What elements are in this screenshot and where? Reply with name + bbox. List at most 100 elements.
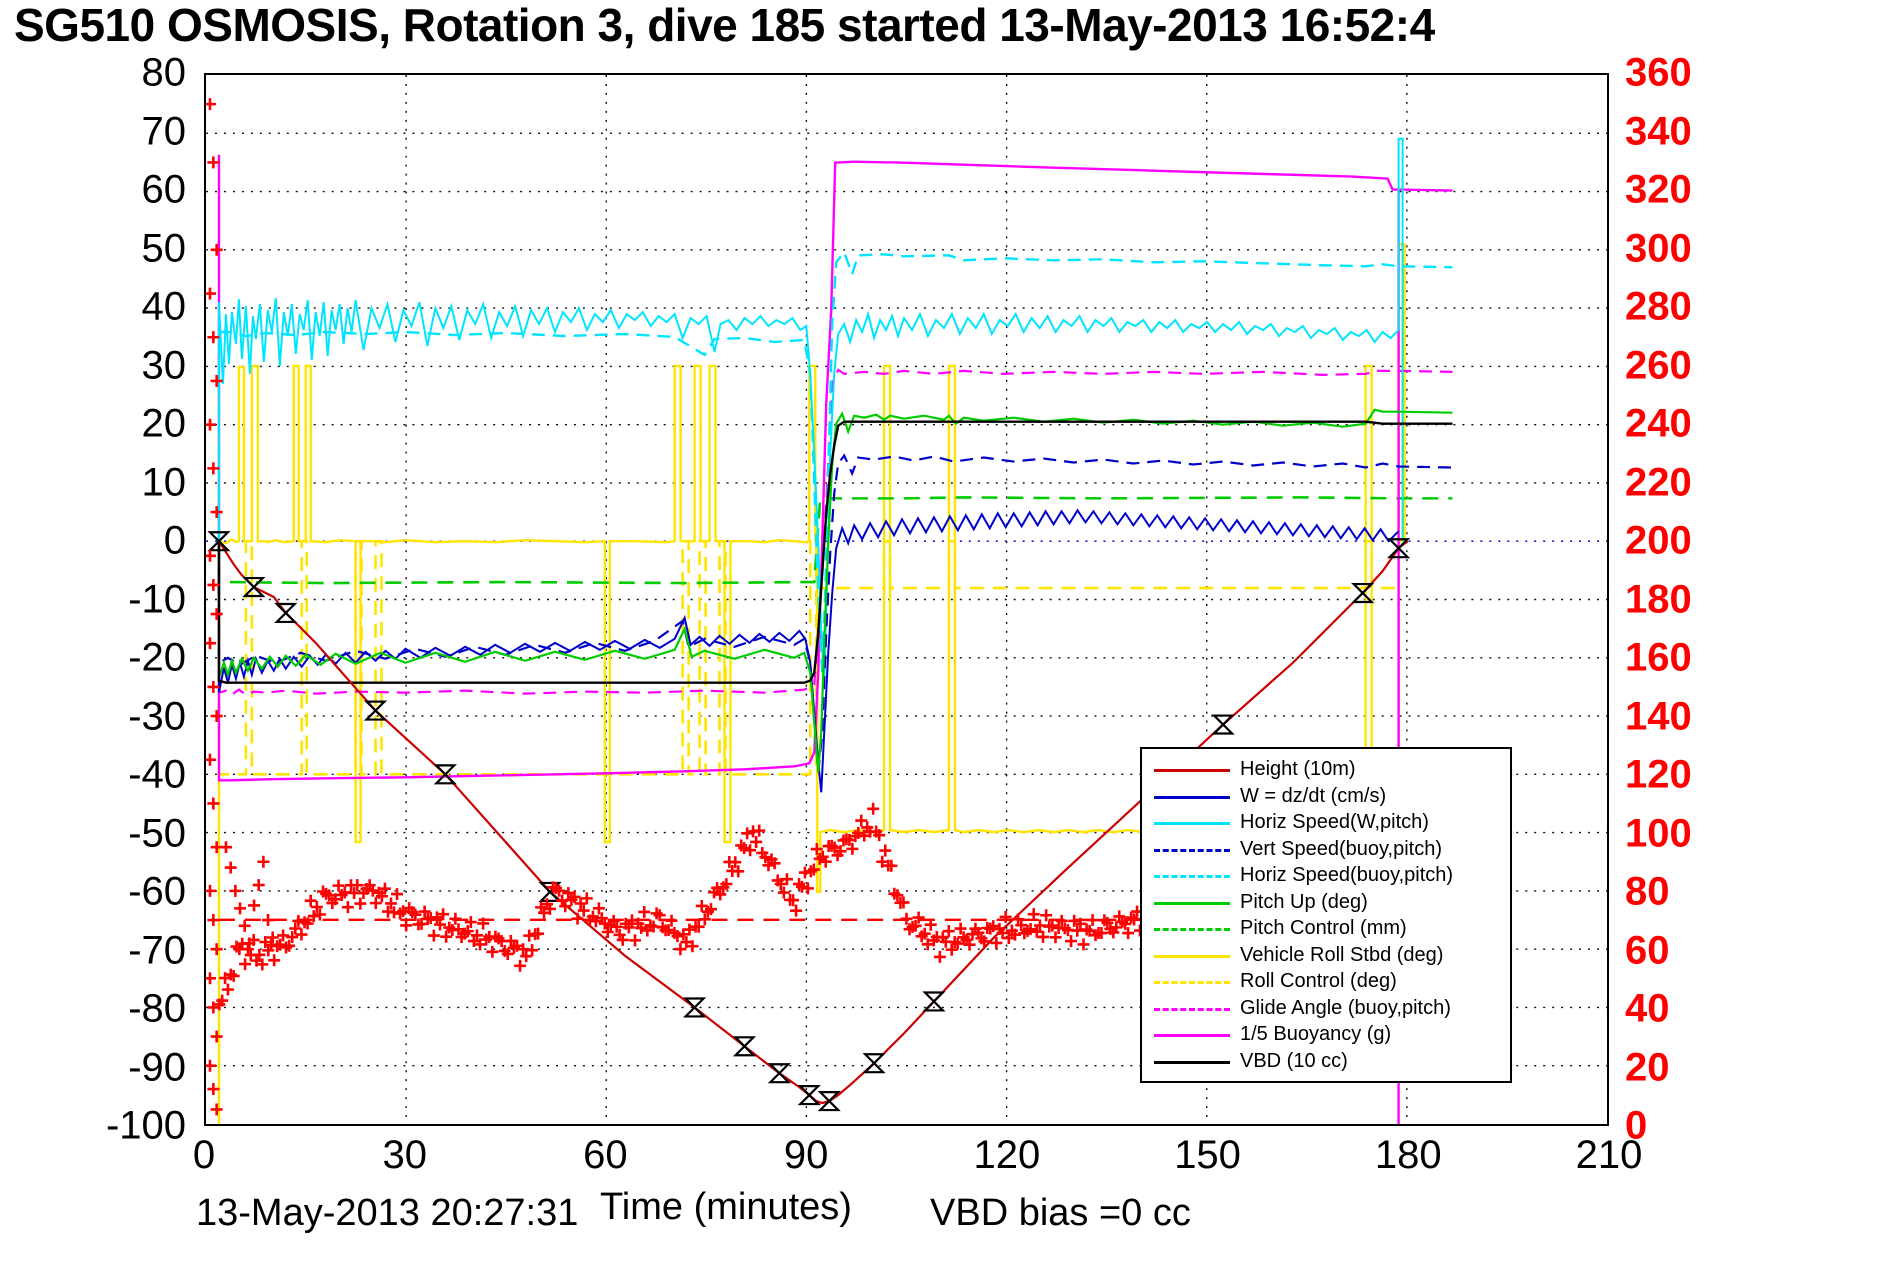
heading-point [1065, 935, 1078, 948]
heading-point [674, 943, 687, 956]
grid-layer [206, 75, 1607, 1124]
heading-point [942, 925, 955, 938]
heading-point [301, 917, 314, 930]
heading-point [220, 841, 232, 854]
heading-point [933, 950, 946, 963]
heading-point [768, 857, 781, 870]
heading-point [207, 578, 220, 591]
y-left-tick: 40 [141, 284, 187, 329]
heading-point [744, 844, 757, 857]
heading-point [1037, 930, 1050, 943]
heading-point [206, 98, 216, 111]
heading-point [714, 888, 727, 901]
heading-point [912, 911, 925, 924]
x-tick: 60 [583, 1133, 628, 1177]
heading-point [625, 914, 638, 927]
heading-point [224, 861, 237, 874]
heading-point [310, 901, 323, 913]
y-right-tick: 100 [1625, 811, 1692, 855]
y-right-tick: 260 [1625, 343, 1692, 387]
legend-item[interactable]: Vert Speed(buoy,pitch) [1142, 836, 1510, 863]
heading-point [210, 1030, 223, 1043]
heading-point [885, 859, 898, 872]
heading-point [574, 897, 587, 910]
heading-point [207, 156, 220, 169]
heading-point [978, 935, 991, 948]
legend-item[interactable]: Roll Control (deg) [1142, 968, 1510, 995]
y-left-tick: 50 [141, 226, 187, 270]
heading-point [378, 882, 391, 895]
legend-label: Vehicle Roll Stbd (deg) [1240, 943, 1444, 966]
legend-item[interactable]: Horiz Speed(W,pitch) [1142, 809, 1510, 836]
heading-point [601, 926, 614, 938]
heading-point [210, 374, 223, 387]
chart-title: SG510 OSMOSIS, Rotation 3, dive 185 star… [14, 0, 1435, 51]
legend-color-swatch [1154, 949, 1230, 961]
legend-label: Roll Control (deg) [1240, 970, 1397, 993]
heading-point [780, 873, 793, 886]
legend-item[interactable]: Horiz Speed(buoy,pitch) [1142, 862, 1510, 889]
legend-item[interactable]: VBD (10 cc) [1142, 1048, 1510, 1075]
heading-point [945, 943, 958, 956]
heading-point [207, 1001, 220, 1014]
heading-point [665, 914, 678, 927]
legend-label: Vert Speed(buoy,pitch) [1240, 837, 1442, 860]
heading-point [680, 936, 693, 949]
heading-point [289, 922, 302, 935]
heading-point [1055, 914, 1068, 927]
heading-point [206, 418, 216, 431]
heading-point [229, 884, 242, 897]
heading-point [409, 908, 422, 921]
y-left-tick: -10 [128, 577, 186, 621]
y-left-tick: -50 [128, 811, 186, 855]
footer-vbd-bias: VBD bias =0 cc [930, 1192, 1191, 1234]
heading-point [366, 884, 379, 897]
heading-point [924, 918, 937, 931]
trace-vbd [217, 420, 1453, 684]
legend-item[interactable]: W = dz/dt (cm/s) [1142, 783, 1510, 810]
y-left-tick: 20 [141, 401, 187, 446]
legend-label: Pitch Up (deg) [1240, 890, 1368, 913]
heading-point [686, 940, 699, 953]
x-tick: 30 [382, 1133, 427, 1177]
heading-point [440, 930, 453, 943]
heading-point [210, 608, 223, 621]
legend: Height (10m) W = dz/dt (cm/s) Horiz Speed(… [1140, 747, 1512, 1083]
heading-point [532, 927, 545, 940]
legend-item[interactable]: 1/5 Buoyancy (g) [1142, 1021, 1510, 1048]
heading-point [329, 893, 342, 906]
heading-point [313, 908, 326, 921]
x-tick: 90 [783, 1133, 829, 1177]
heading-point [332, 879, 345, 892]
heading-point [1002, 932, 1015, 944]
heading-point [571, 912, 584, 925]
y-left-tick: -60 [128, 869, 186, 914]
y-right-tick: 340 [1625, 109, 1692, 153]
y-right-tick: 140 [1625, 694, 1692, 738]
heading-point [677, 928, 690, 941]
heading-point [523, 929, 536, 942]
heading-point [819, 855, 832, 868]
heading-point [1077, 938, 1090, 951]
plot-area [204, 73, 1609, 1126]
legend-item[interactable]: Height (10m) [1142, 756, 1510, 783]
y-left-tick: -90 [128, 1045, 186, 1089]
legend-item[interactable]: Vehicle Roll Stbd (deg) [1142, 942, 1510, 969]
heading-point [221, 983, 234, 996]
y-left-tick: -70 [128, 928, 186, 972]
legend-item[interactable]: Pitch Control (mm) [1142, 915, 1510, 942]
heading-point [987, 920, 1000, 933]
y-right-tick: 200 [1625, 518, 1692, 563]
legend-label: Pitch Control (mm) [1240, 917, 1407, 940]
y-right-tick: 280 [1625, 284, 1692, 329]
heading-point [996, 927, 1009, 939]
trace-vert-speed-buoy [217, 453, 1453, 773]
x-tick: 0 [192, 1133, 216, 1177]
heading-point [418, 905, 431, 918]
legend-item[interactable]: Glide Angle (buoy,pitch) [1142, 995, 1510, 1022]
heading-point [855, 814, 868, 827]
legend-item[interactable]: Pitch Up (deg) [1142, 889, 1510, 916]
legend-color-swatch [1154, 975, 1230, 987]
heading-point [207, 914, 220, 927]
heading-point [210, 243, 223, 256]
